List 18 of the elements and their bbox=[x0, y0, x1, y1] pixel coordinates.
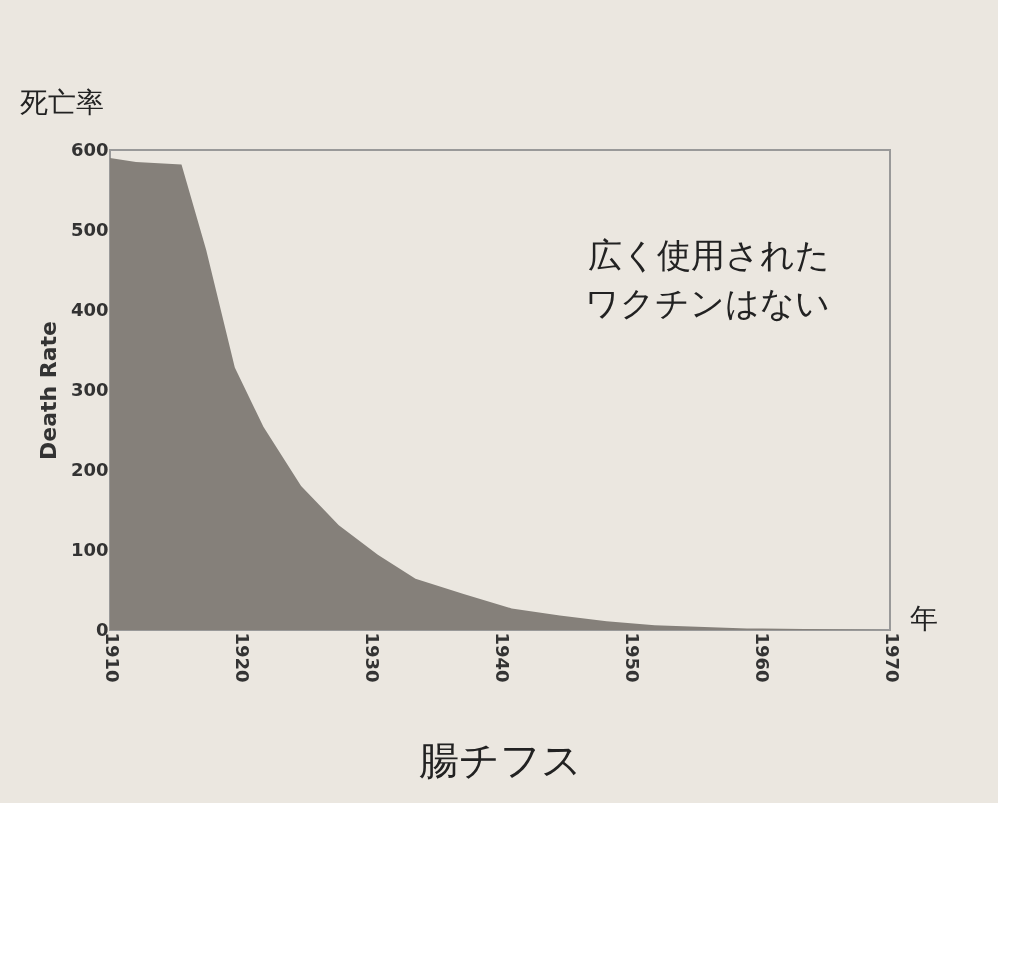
annotation: ワクチンはない bbox=[585, 283, 830, 323]
y-tick-label: 300 bbox=[70, 378, 109, 400]
x-tick-label: 1950 bbox=[621, 632, 643, 683]
annotation: 広く使用された bbox=[588, 235, 830, 275]
x-tick-label: 1920 bbox=[231, 632, 253, 683]
y-tick-label: 600 bbox=[70, 138, 109, 160]
y-tick-label: 200 bbox=[70, 458, 109, 480]
y-tick-label: 100 bbox=[70, 538, 109, 560]
x-tick-label: 1970 bbox=[881, 632, 903, 683]
x-tick-label: 1940 bbox=[491, 632, 513, 683]
x-tick-label: 1960 bbox=[751, 632, 773, 683]
x-tick-label: 1930 bbox=[361, 632, 383, 683]
x-axis-title: 年 bbox=[910, 602, 938, 635]
text: 死亡率 bbox=[20, 86, 104, 119]
y-tick-label: 500 bbox=[70, 218, 109, 240]
text: 腸チフス bbox=[418, 737, 582, 784]
y-axis-title: Death Rate bbox=[35, 320, 61, 461]
y-tick-label: 400 bbox=[70, 298, 109, 320]
